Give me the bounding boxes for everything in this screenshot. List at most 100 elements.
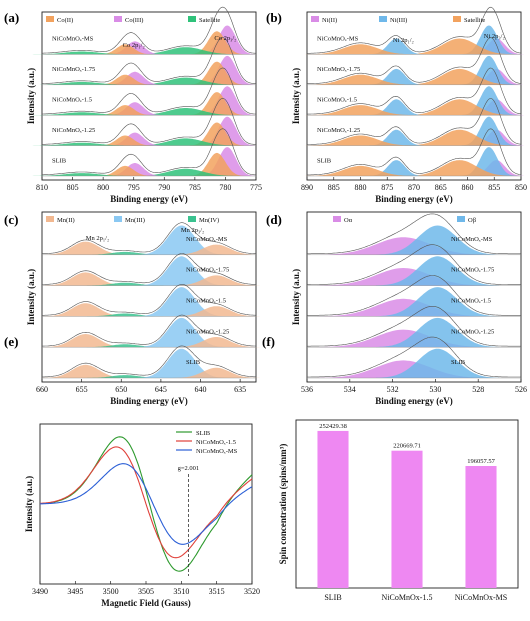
axes-frame-d bbox=[306, 211, 522, 383]
peak-label: Mn 2p₃/₂ bbox=[181, 227, 205, 234]
sample-label: NiCoMnOₓ-1.5 bbox=[451, 298, 491, 305]
sample-label: SLIB bbox=[52, 157, 67, 164]
peak-fill bbox=[138, 287, 225, 317]
sample-label: NiCoMnOₓ-1.75 bbox=[451, 267, 494, 274]
envelope-line bbox=[307, 275, 521, 316]
x-tick-label: 640 bbox=[195, 385, 207, 394]
x-tick-label: 850 bbox=[515, 183, 527, 192]
x-tick-label: NiCoMnOx-MS bbox=[455, 593, 507, 602]
series-4: SLIB bbox=[27, 128, 257, 177]
peak-fill bbox=[97, 165, 153, 176]
envelope-line bbox=[42, 37, 257, 84]
x-tick-label: 3490 bbox=[32, 587, 48, 596]
x-tick-label: 870 bbox=[408, 183, 420, 192]
series-1: NiCoMnOₓ-1.75 bbox=[307, 244, 521, 286]
peak-fill bbox=[27, 142, 137, 146]
x-tick-label: 805 bbox=[67, 183, 79, 192]
x-tick-label: 3495 bbox=[67, 587, 83, 596]
peak-label: Co 2p₁/₂ bbox=[123, 42, 145, 49]
y-axis-label: Intensity (a.u.) bbox=[291, 68, 301, 124]
series-0: NiCoMnOₓ-MS bbox=[305, 6, 524, 55]
x-tick-label: 3505 bbox=[138, 587, 154, 596]
x-tick-label: 885 bbox=[328, 183, 340, 192]
legend-label: Co(II) bbox=[57, 17, 73, 24]
legend-swatch bbox=[311, 16, 319, 22]
peak-fill bbox=[173, 275, 260, 286]
peak-fill bbox=[27, 81, 137, 85]
peak-fill bbox=[42, 364, 129, 378]
sample-label: NiCoMnOₓ-MS bbox=[317, 36, 359, 43]
peak-fill bbox=[305, 105, 416, 116]
peak-fill bbox=[404, 129, 515, 146]
peak-fill bbox=[375, 317, 500, 348]
sample-label: NiCoMnOₓ-1.5 bbox=[52, 97, 92, 104]
x-tick-label: 650 bbox=[115, 385, 127, 394]
peak-fill bbox=[305, 74, 416, 85]
peak-fill bbox=[42, 303, 129, 317]
series-1: NiCoMnOₓ-1.75 bbox=[27, 37, 257, 86]
series-2: NiCoMnOₓ-1.5 bbox=[42, 284, 260, 317]
x-tick-label: 530 bbox=[429, 385, 441, 394]
peak-fill bbox=[138, 225, 225, 255]
sample-label: NiCoMnOₓ-1.75 bbox=[52, 66, 95, 73]
legend-swatch bbox=[46, 216, 54, 222]
peak-fill bbox=[305, 135, 416, 146]
peak-fill bbox=[97, 74, 153, 85]
legend-label: NiCoMnOₓ-1.5 bbox=[196, 439, 236, 446]
series-3: NiCoMnOₓ-1.25 bbox=[305, 98, 524, 146]
envelope-line bbox=[307, 128, 522, 176]
legend-label: Satellite bbox=[199, 17, 220, 24]
envelope-line bbox=[307, 213, 521, 255]
peak-fill bbox=[375, 287, 500, 317]
x-tick-label: 526 bbox=[515, 385, 527, 394]
peak-fill bbox=[138, 348, 225, 378]
epr-series-line bbox=[40, 463, 253, 545]
sample-label: NiCoMnOₓ-1.25 bbox=[52, 127, 95, 134]
peak-fill bbox=[305, 44, 416, 55]
envelope-line bbox=[42, 128, 257, 176]
x-tick-label: 795 bbox=[128, 183, 140, 192]
x-tick-label: 780 bbox=[219, 183, 231, 192]
x-tick-label: 536 bbox=[301, 385, 313, 394]
legend-swatch bbox=[114, 16, 122, 22]
y-axis-label: Intensity (a.u.) bbox=[24, 476, 34, 532]
series-1: NiCoMnOₓ-1.75 bbox=[305, 37, 524, 86]
envelope-line bbox=[42, 253, 257, 285]
envelope-line bbox=[42, 6, 257, 54]
x-tick-label: 790 bbox=[158, 183, 170, 192]
legend-swatch bbox=[46, 16, 54, 22]
y-axis-label: Intensity (a.u.) bbox=[26, 269, 36, 325]
peak-fill bbox=[27, 173, 137, 176]
peak-fill bbox=[27, 51, 137, 55]
envelope-line bbox=[42, 67, 257, 115]
x-tick-label: 3500 bbox=[103, 587, 119, 596]
peak-fill bbox=[138, 317, 225, 348]
series-3: NiCoMnOₓ-1.25 bbox=[42, 314, 260, 348]
peak-fill bbox=[305, 165, 416, 176]
envelope-line bbox=[42, 222, 257, 254]
x-tick-label: 655 bbox=[76, 385, 88, 394]
sample-label: NiCoMnOₓ-MS bbox=[186, 236, 228, 243]
legend-label: Mn(II) bbox=[57, 217, 75, 224]
panel-label-c: (c) bbox=[4, 212, 18, 227]
y-axis-label: Spin concentration (spins/mm³) bbox=[278, 444, 288, 565]
peak-label: Mn 2p₁/₂ bbox=[86, 235, 110, 242]
x-tick-label: SLIB bbox=[324, 593, 341, 602]
legend-label: Ni(II) bbox=[322, 17, 337, 24]
x-tick-label: 860 bbox=[462, 183, 474, 192]
x-tick-label: 3515 bbox=[209, 587, 225, 596]
peak-fill bbox=[404, 68, 515, 85]
x-tick-label: 800 bbox=[97, 183, 109, 192]
peak-fill bbox=[97, 135, 153, 146]
envelope-line bbox=[307, 98, 522, 145]
envelope-line bbox=[42, 97, 257, 145]
panel-label-b: (b) bbox=[266, 10, 282, 25]
bar bbox=[391, 450, 423, 588]
legend-label: SLIB bbox=[196, 430, 211, 437]
bar bbox=[317, 430, 349, 588]
sample-label: NiCoMnOₓ-1.25 bbox=[451, 328, 494, 335]
sample-label: NiCoMnOₓ-1.75 bbox=[186, 267, 229, 274]
series-4: SLIB bbox=[307, 336, 521, 379]
x-tick-label: 534 bbox=[344, 385, 356, 394]
